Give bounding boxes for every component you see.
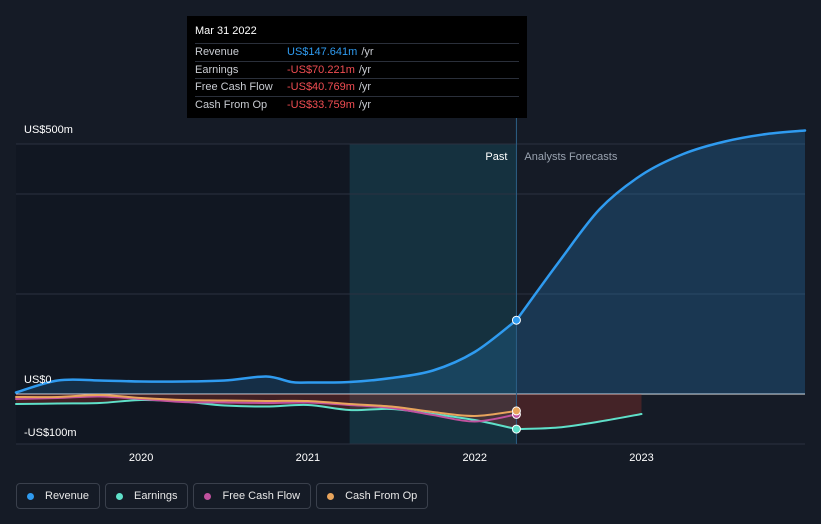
x-tick-label: 2021 [296, 452, 320, 464]
tooltip-date: Mar 31 2022 [195, 25, 257, 37]
series-line-free-cash-flow [15, 395, 518, 423]
y-axis-label: US$500m [24, 124, 73, 136]
marker-earnings [511, 424, 521, 434]
tooltip-row-free-cash-flow: Free Cash Flow -US$40.769m /yr [195, 78, 519, 96]
tooltip-unit: /yr [358, 98, 372, 111]
legend-dot-icon [116, 492, 124, 500]
chart-legend: Revenue Earnings Free Cash Flow Cash Fro… [16, 483, 429, 509]
tooltip-label: Cash From Op [195, 98, 268, 111]
tooltip-value: -US$70.221m [287, 63, 355, 76]
legend-item-revenue[interactable]: Revenue [16, 483, 101, 509]
legend-label: Cash From Op [345, 490, 418, 502]
tooltip-row-cash-from-op: Cash From Op -US$33.759m /yr [195, 95, 519, 114]
series-line-revenue [14, 318, 518, 394]
legend-dot-icon [27, 492, 34, 500]
legend-label: Free Cash Flow [222, 490, 301, 502]
series-line-revenue-forecast [515, 129, 807, 322]
y-axis-label: -US$100m [24, 427, 77, 439]
tooltip-label: Free Cash Flow [195, 81, 273, 93]
revenue-forecast-area [516, 130, 805, 394]
x-tick-label: 2020 [129, 452, 153, 464]
tooltip-label: Revenue [195, 46, 240, 58]
legend-item-cash-from-op[interactable]: Cash From Op [316, 483, 429, 509]
series-line-cash-from-op [15, 393, 518, 418]
tooltip-unit: /yr [358, 81, 372, 93]
tooltip-value: US$147.641m [287, 46, 358, 58]
earnings-area [16, 394, 517, 430]
tooltip-row-revenue: Revenue US$147.641m /yr [195, 43, 519, 61]
legend-dot-icon [204, 492, 212, 500]
marker-cash-from-op [511, 406, 521, 416]
revenue-area [16, 320, 517, 394]
legend-item-free-cash-flow[interactable]: Free Cash Flow [193, 483, 312, 509]
tooltip-row-earnings: Earnings -US$70.221m /yr [195, 60, 519, 79]
x-tick-label: 2023 [629, 452, 653, 464]
marker-revenue [511, 315, 521, 325]
legend-label: Earnings [134, 490, 178, 502]
forecast-label: Analysts Forecasts [524, 151, 617, 163]
data-tooltip: Mar 31 2022 Revenue US$147.641m /yr Earn… [187, 16, 527, 118]
past-label: Past [485, 151, 507, 163]
tooltip-unit: /yr [361, 46, 374, 58]
series-line-earnings-forecast [515, 413, 643, 431]
x-tick-label: 2022 [462, 452, 486, 464]
tooltip-label: Earnings [195, 63, 239, 76]
earnings-forecast-area [516, 394, 642, 430]
tooltip-value: -US$33.759m [287, 98, 355, 111]
legend-item-earnings[interactable]: Earnings [105, 483, 189, 509]
tooltip-unit: /yr [358, 63, 372, 76]
y-axis-label: US$0 [24, 374, 52, 386]
legend-label: Revenue [45, 490, 90, 502]
legend-dot-icon [327, 492, 335, 500]
tooltip-value: -US$40.769m [287, 81, 355, 93]
